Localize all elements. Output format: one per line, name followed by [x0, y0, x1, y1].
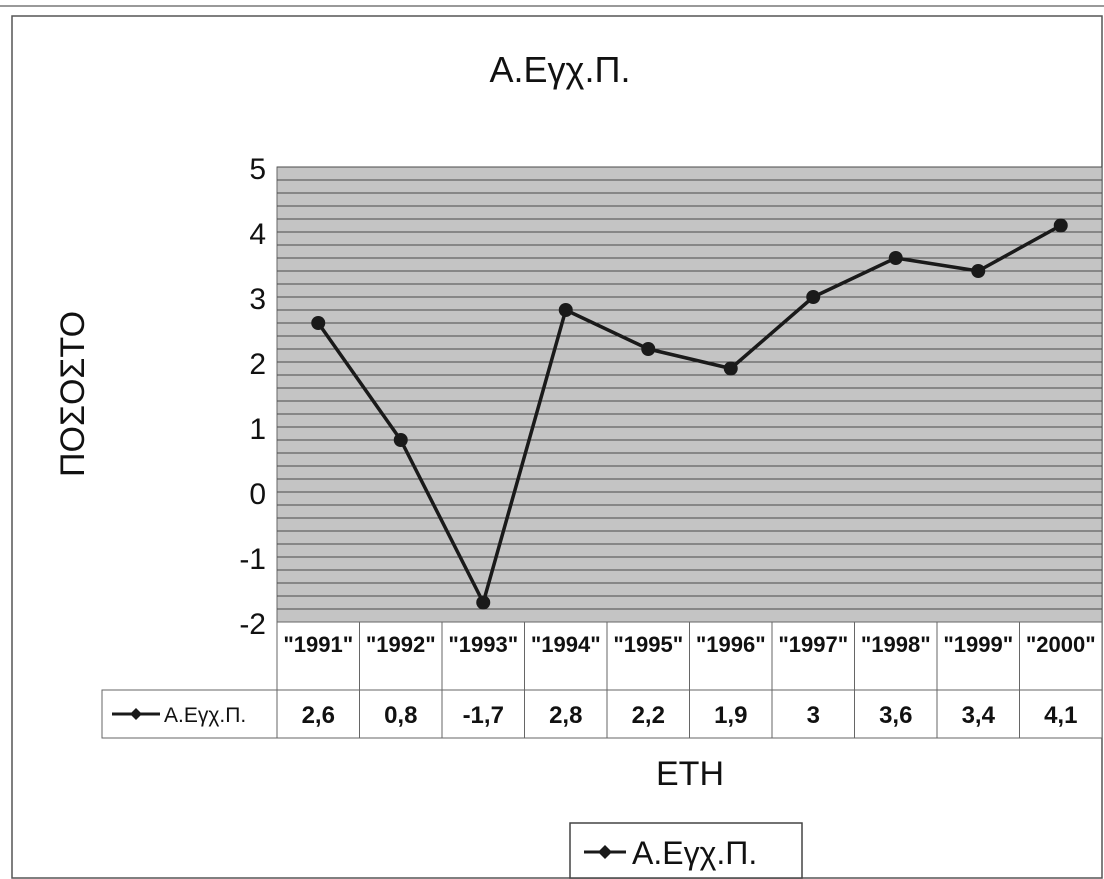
data-value-label: 1,9 — [714, 702, 747, 729]
data-value-label: 3 — [807, 702, 820, 729]
data-point — [888, 251, 903, 265]
y-tick-label: -1 — [239, 543, 266, 576]
table-value-cell — [1019, 689, 1103, 739]
data-value-label: 4,1 — [1044, 702, 1077, 729]
x-tick-label: "1998" — [861, 632, 931, 657]
y-tick-label: 1 — [249, 413, 266, 446]
legend-label: Α.Εγχ.Π. — [632, 835, 757, 871]
table-category-cell — [1019, 621, 1103, 691]
grid-lines — [277, 166, 1102, 623]
x-axis-label: ΕΤΗ — [656, 755, 724, 793]
data-value-label: 2,8 — [549, 702, 582, 729]
data-point — [723, 361, 738, 376]
data-value-label: 2,6 — [302, 702, 335, 729]
data-point — [393, 433, 408, 447]
x-tick-label: "2000" — [1026, 632, 1096, 657]
table-value-cell — [524, 689, 608, 739]
data-value-label: 3,4 — [962, 702, 996, 729]
y-tick-label: 2 — [249, 348, 266, 381]
table-category-cell — [606, 621, 690, 691]
data-value-label: 0,8 — [384, 702, 417, 729]
data-point — [971, 264, 986, 278]
data-table: "1991" "1992" "1993" "1994" "1995" "1996" "199… — [101, 621, 1103, 739]
table-series-name: Α.Εγχ.Π. — [164, 704, 246, 727]
table-value-cell — [689, 689, 773, 739]
y-tick-label: -2 — [239, 608, 266, 641]
data-point — [1053, 218, 1068, 233]
data-point — [476, 595, 491, 610]
y-tick-label: 4 — [249, 218, 266, 251]
table-category-cell — [276, 621, 360, 691]
legend-marker — [598, 845, 612, 859]
x-tick-label: "1994" — [531, 632, 601, 657]
data-value-label: 3,6 — [879, 702, 912, 729]
series-line — [316, 223, 1062, 605]
y-axis-label: ΠΟΣΟΣΤΟ — [54, 311, 92, 477]
data-value-label: -1,7 — [463, 702, 504, 729]
y-axis-ticks: 5 4 3 2 1 0 -1 -2 — [239, 153, 266, 641]
table-category-cell — [771, 621, 855, 691]
x-tick-label: "1999" — [943, 632, 1013, 657]
table-key-marker — [130, 708, 142, 720]
table-value-cell — [936, 689, 1020, 739]
data-point — [558, 303, 573, 317]
data-point — [641, 342, 656, 356]
x-tick-label: "1991" — [283, 632, 353, 657]
table-category-cell — [689, 621, 773, 691]
x-tick-label: "1992" — [366, 632, 436, 657]
y-tick-label: 0 — [249, 478, 266, 511]
data-point — [806, 290, 821, 304]
table-value-cell — [441, 689, 525, 739]
table-category-cell — [854, 621, 938, 691]
table-value-cell — [771, 689, 855, 739]
table-value-cell — [854, 689, 938, 739]
table-value-cell — [359, 689, 443, 739]
x-tick-label: "1997" — [778, 632, 848, 657]
table-category-cell — [441, 621, 525, 691]
table-value-cell — [276, 689, 360, 739]
x-tick-label: "1995" — [613, 632, 683, 657]
x-tick-label: "1993" — [448, 632, 518, 657]
chart-title: Α.Εγχ.Π. — [490, 49, 631, 90]
y-tick-label: 3 — [249, 283, 266, 316]
plot-area — [276, 166, 1103, 623]
x-tick-label: "1996" — [696, 632, 766, 657]
legend: Α.Εγχ.Π. — [569, 822, 803, 879]
data-value-label: 2,2 — [632, 702, 665, 729]
table-value-cell — [606, 689, 690, 739]
series-layer — [311, 218, 1068, 610]
y-tick-label: 5 — [249, 153, 266, 186]
data-point — [311, 316, 326, 330]
